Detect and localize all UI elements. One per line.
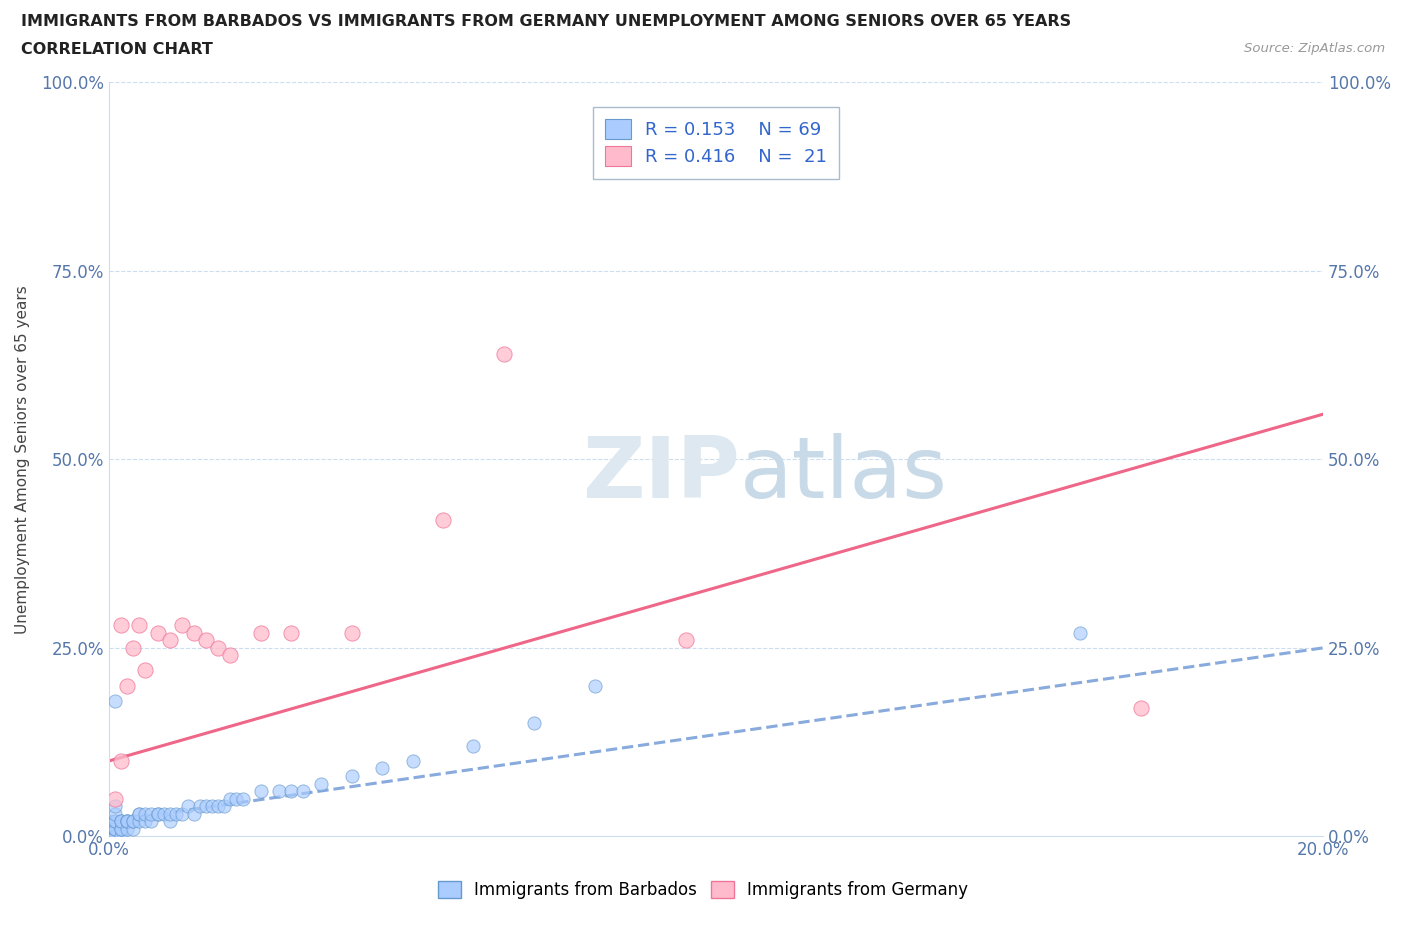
Point — [122, 814, 145, 829]
Point — [98, 829, 121, 844]
Point — [675, 633, 697, 648]
Point — [104, 821, 127, 836]
Point — [104, 829, 127, 844]
Point — [141, 806, 163, 821]
Point — [523, 716, 546, 731]
Point — [98, 829, 121, 844]
Point — [201, 799, 224, 814]
Point — [115, 814, 138, 829]
Point — [104, 829, 127, 844]
Point — [98, 829, 121, 844]
Point — [110, 814, 132, 829]
Point — [134, 814, 156, 829]
Legend: Immigrants from Barbados, Immigrants from Germany: Immigrants from Barbados, Immigrants fro… — [429, 873, 977, 908]
Point — [195, 799, 218, 814]
Point — [267, 784, 290, 799]
Point — [128, 618, 150, 632]
Point — [340, 625, 363, 640]
Point — [188, 799, 211, 814]
Point — [110, 814, 132, 829]
Point — [371, 761, 394, 776]
Point — [115, 678, 138, 693]
Point — [170, 806, 193, 821]
Point — [292, 784, 315, 799]
Point — [583, 678, 606, 693]
Point — [134, 806, 156, 821]
Point — [432, 512, 454, 527]
Text: atlas: atlas — [741, 433, 948, 516]
Point — [104, 821, 127, 836]
Point — [115, 814, 138, 829]
Point — [280, 784, 302, 799]
Point — [207, 641, 229, 656]
Point — [249, 625, 271, 640]
Point — [141, 814, 163, 829]
Point — [159, 633, 181, 648]
Point — [104, 799, 127, 814]
Point — [177, 799, 200, 814]
Point — [110, 829, 132, 844]
Point — [104, 806, 127, 821]
Point — [104, 814, 127, 829]
Point — [231, 791, 253, 806]
Point — [1130, 700, 1153, 715]
Point — [463, 738, 485, 753]
Point — [183, 625, 205, 640]
Point — [170, 618, 193, 632]
Y-axis label: Unemployment Among Seniors over 65 years: Unemployment Among Seniors over 65 years — [15, 285, 30, 633]
Point — [401, 753, 423, 768]
Point — [159, 806, 181, 821]
Point — [98, 821, 121, 836]
Text: ZIP: ZIP — [582, 433, 741, 516]
Point — [110, 618, 132, 632]
Point — [249, 784, 271, 799]
Point — [98, 829, 121, 844]
Point — [110, 753, 132, 768]
Point — [98, 821, 121, 836]
Point — [104, 814, 127, 829]
Text: CORRELATION CHART: CORRELATION CHART — [21, 42, 212, 57]
Point — [183, 806, 205, 821]
Point — [115, 814, 138, 829]
Point — [146, 806, 169, 821]
Point — [280, 625, 302, 640]
Point — [98, 821, 121, 836]
Point — [219, 648, 242, 663]
Point — [110, 821, 132, 836]
Point — [219, 791, 242, 806]
Point — [146, 625, 169, 640]
Point — [104, 829, 127, 844]
Point — [110, 821, 132, 836]
Point — [340, 768, 363, 783]
Point — [104, 829, 127, 844]
Point — [115, 821, 138, 836]
Point — [98, 829, 121, 844]
Point — [492, 346, 515, 361]
Point — [311, 777, 333, 791]
Point — [152, 806, 174, 821]
Text: Source: ZipAtlas.com: Source: ZipAtlas.com — [1244, 42, 1385, 55]
Point — [104, 791, 127, 806]
Point — [122, 821, 145, 836]
Point — [122, 814, 145, 829]
Point — [122, 641, 145, 656]
Point — [134, 663, 156, 678]
Point — [128, 806, 150, 821]
Legend: R = 0.153    N = 69, R = 0.416    N =  21: R = 0.153 N = 69, R = 0.416 N = 21 — [592, 107, 839, 179]
Point — [225, 791, 247, 806]
Point — [207, 799, 229, 814]
Point — [98, 829, 121, 844]
Point — [146, 806, 169, 821]
Point — [128, 806, 150, 821]
Point — [128, 814, 150, 829]
Point — [159, 814, 181, 829]
Point — [1069, 625, 1091, 640]
Point — [104, 693, 127, 708]
Point — [214, 799, 236, 814]
Text: IMMIGRANTS FROM BARBADOS VS IMMIGRANTS FROM GERMANY UNEMPLOYMENT AMONG SENIORS O: IMMIGRANTS FROM BARBADOS VS IMMIGRANTS F… — [21, 14, 1071, 29]
Point — [195, 633, 218, 648]
Point — [165, 806, 187, 821]
Point — [98, 814, 121, 829]
